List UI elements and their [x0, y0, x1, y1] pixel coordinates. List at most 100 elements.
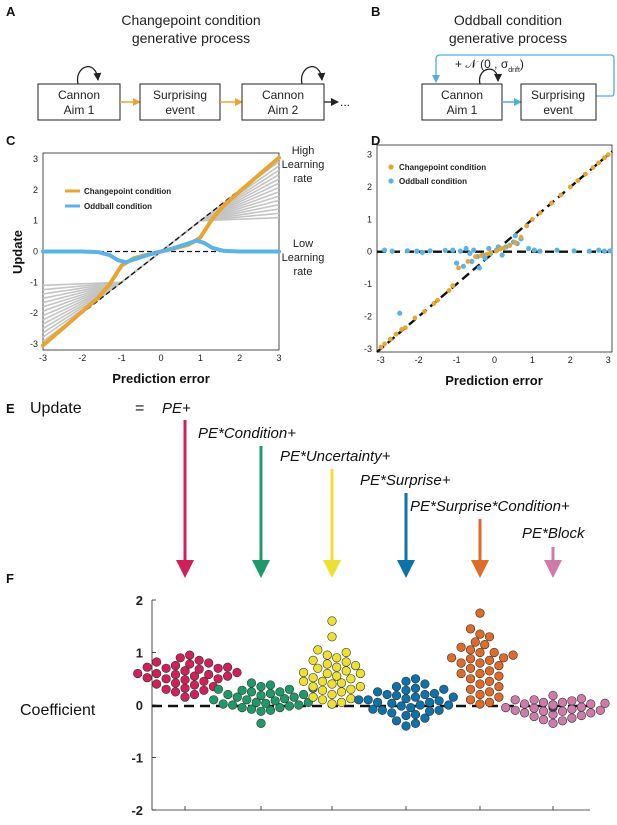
coefficient-point — [265, 705, 276, 715]
coefficient-point — [180, 683, 190, 693]
coefficient-point — [519, 708, 530, 718]
coefficient-point — [475, 689, 485, 700]
oddball-point — [427, 248, 433, 254]
coefficient-point — [170, 678, 181, 688]
changepoint-point — [524, 223, 530, 229]
panel-a-title-line1: Changepoint condition — [121, 12, 260, 28]
coefficient-point — [363, 695, 373, 705]
coefficient-point — [401, 694, 411, 704]
coefficient-point — [213, 663, 223, 673]
coefficient-point — [327, 632, 337, 642]
coefficient-point — [185, 659, 195, 669]
oddball-point — [471, 247, 477, 253]
changepoint-point — [530, 217, 535, 222]
coefficient-point — [313, 663, 323, 673]
coefficient-point — [299, 667, 309, 678]
panel-letter-e: E — [6, 401, 15, 416]
coefficient-point — [465, 645, 476, 655]
coefficient-point — [322, 668, 332, 679]
coefficient-point — [213, 684, 223, 694]
plot-c-xtick: 3 — [276, 353, 281, 363]
coefficient-point — [444, 700, 454, 710]
coefficient-point — [308, 692, 318, 702]
coefficient-point — [387, 708, 397, 718]
oddball-point — [442, 247, 448, 253]
coefficient-point — [494, 671, 504, 681]
panel-letter-b: B — [371, 4, 380, 19]
changepoint-point — [501, 245, 507, 251]
coefficient-point — [434, 705, 444, 715]
coefficient-point — [484, 687, 495, 697]
term-pe-condition: PE*Condition+ — [198, 425, 296, 442]
coefficient-point — [501, 702, 511, 713]
coefficient-point — [401, 676, 411, 687]
changepoint-point — [484, 251, 490, 257]
coefficient-point — [391, 716, 402, 726]
coefficient-point — [548, 718, 558, 729]
plot-d-xtick: -3 — [377, 355, 385, 365]
coefficient-point — [548, 690, 558, 701]
plot-d-ytick: -3 — [364, 344, 372, 354]
coefficient-point — [284, 701, 295, 711]
coefficient-point — [484, 655, 495, 666]
coefficient-point — [510, 695, 520, 705]
coefficient-point — [489, 647, 499, 658]
panel-b-title-line1: Oddball condition — [454, 12, 562, 28]
coefficient-point — [346, 674, 356, 684]
oddball-point — [454, 260, 460, 266]
coefficient-point — [420, 679, 430, 689]
changepoint-point — [567, 184, 573, 190]
drift-label: + 𝒩 (0 , σdrift) — [455, 57, 524, 74]
changepoint-point — [605, 152, 611, 158]
changepoint-point — [412, 315, 418, 321]
plot-c-xtick: 0 — [158, 353, 163, 363]
coefficient-point — [567, 704, 577, 714]
changepoint-point — [602, 155, 607, 161]
coefficient-point — [299, 676, 309, 687]
oddball-point — [382, 247, 388, 253]
plot-d-xtick: -1 — [453, 355, 461, 365]
oddball-point — [526, 245, 532, 252]
oddball-point — [596, 247, 602, 253]
coefficient-point — [170, 660, 181, 671]
coefficient-point — [557, 706, 568, 716]
oddball-point — [414, 248, 420, 254]
panel-b-title-line2: generative process — [449, 30, 567, 46]
coefficient-point — [355, 668, 366, 679]
plot-f-ylabel: Coefficient — [20, 702, 96, 719]
low-lr-line2: Learning — [282, 252, 325, 264]
plot-d-ytick: -2 — [364, 311, 372, 321]
coefficient-point — [508, 650, 518, 660]
coefficient-point — [317, 685, 328, 695]
coefficient-point — [284, 684, 295, 694]
coefficient-point — [382, 689, 392, 700]
oddball-point — [389, 248, 395, 254]
plot-f-ytick: 2 — [136, 593, 143, 608]
plot-d-ytick: -1 — [364, 279, 372, 289]
coefficient-point — [232, 667, 242, 678]
self-loop-arrow-1 — [76, 66, 102, 85]
plot-d-ticks: -3 -2 -1 0 1 2 3 -3 -2 -1 0 1 2 3 — [364, 150, 611, 365]
coefficient-point — [448, 692, 458, 702]
oddball-point — [463, 245, 469, 252]
plot-d-ytick: 3 — [367, 150, 372, 160]
oddball-point — [460, 263, 466, 269]
coefficient-point — [251, 697, 261, 708]
coefficient-point — [420, 689, 430, 700]
oddball-point — [531, 247, 537, 253]
coefficient-point — [299, 689, 309, 700]
coefficient-point — [317, 695, 328, 705]
coefficient-point — [180, 675, 190, 685]
changepoint-point — [431, 301, 437, 306]
changepoint-point — [512, 240, 518, 246]
coefficient-point — [425, 697, 435, 708]
coefficient-point — [529, 695, 539, 705]
coefficient-point — [538, 715, 549, 725]
plot-f-ytick: 0 — [136, 698, 143, 713]
changepoint-point — [422, 309, 427, 314]
box3-line1: Cannon — [262, 88, 304, 102]
coefficient-point — [401, 685, 411, 695]
coefficient-point — [465, 663, 476, 673]
